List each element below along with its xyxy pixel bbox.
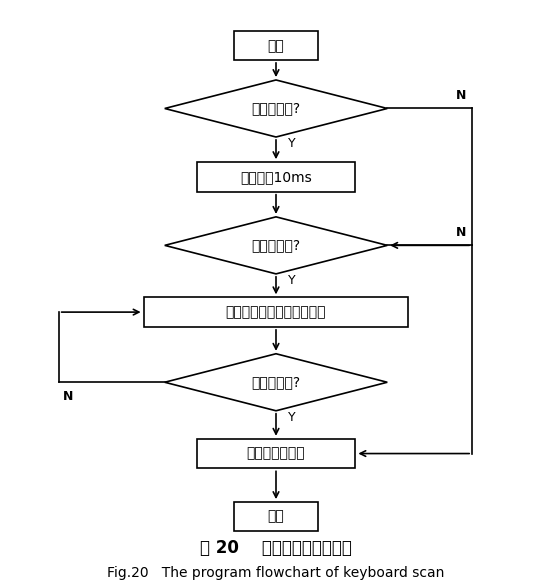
FancyBboxPatch shape (197, 439, 355, 469)
Polygon shape (164, 217, 388, 274)
Text: 键释放了吗?: 键释放了吗? (252, 375, 300, 389)
Text: Y: Y (288, 274, 296, 288)
Text: N: N (63, 390, 73, 403)
FancyBboxPatch shape (197, 162, 355, 191)
Text: 有键闭合吗?: 有键闭合吗? (252, 239, 300, 253)
Text: 逐列逐行扫描确定键的位置: 逐列逐行扫描确定键的位置 (226, 305, 326, 319)
Text: 入口: 入口 (268, 39, 284, 53)
Text: N: N (457, 90, 466, 102)
FancyBboxPatch shape (233, 31, 319, 60)
Polygon shape (164, 80, 388, 137)
Text: Y: Y (288, 411, 296, 424)
Text: 有键闭合吗?: 有键闭合吗? (252, 101, 300, 115)
Text: Fig.20   The program flowchart of keyboard scan: Fig.20 The program flowchart of keyboard… (107, 566, 445, 580)
FancyBboxPatch shape (144, 297, 408, 327)
Text: Y: Y (288, 137, 296, 150)
Text: N: N (457, 226, 466, 239)
Text: 返回: 返回 (268, 509, 284, 523)
FancyBboxPatch shape (233, 502, 319, 531)
Text: 调键值处理程序: 调键值处理程序 (247, 446, 305, 460)
Text: 软件延时10ms: 软件延时10ms (240, 170, 312, 184)
Text: 图 20    键盘扫描程序流程图: 图 20 键盘扫描程序流程图 (200, 539, 352, 556)
Polygon shape (164, 354, 388, 411)
